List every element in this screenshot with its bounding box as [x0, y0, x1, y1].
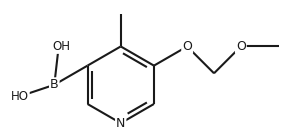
- Text: N: N: [116, 117, 125, 130]
- Text: HO: HO: [11, 90, 29, 103]
- Text: OH: OH: [52, 40, 70, 53]
- Text: B: B: [50, 78, 59, 91]
- Text: O: O: [182, 40, 192, 53]
- Text: O: O: [236, 40, 246, 53]
